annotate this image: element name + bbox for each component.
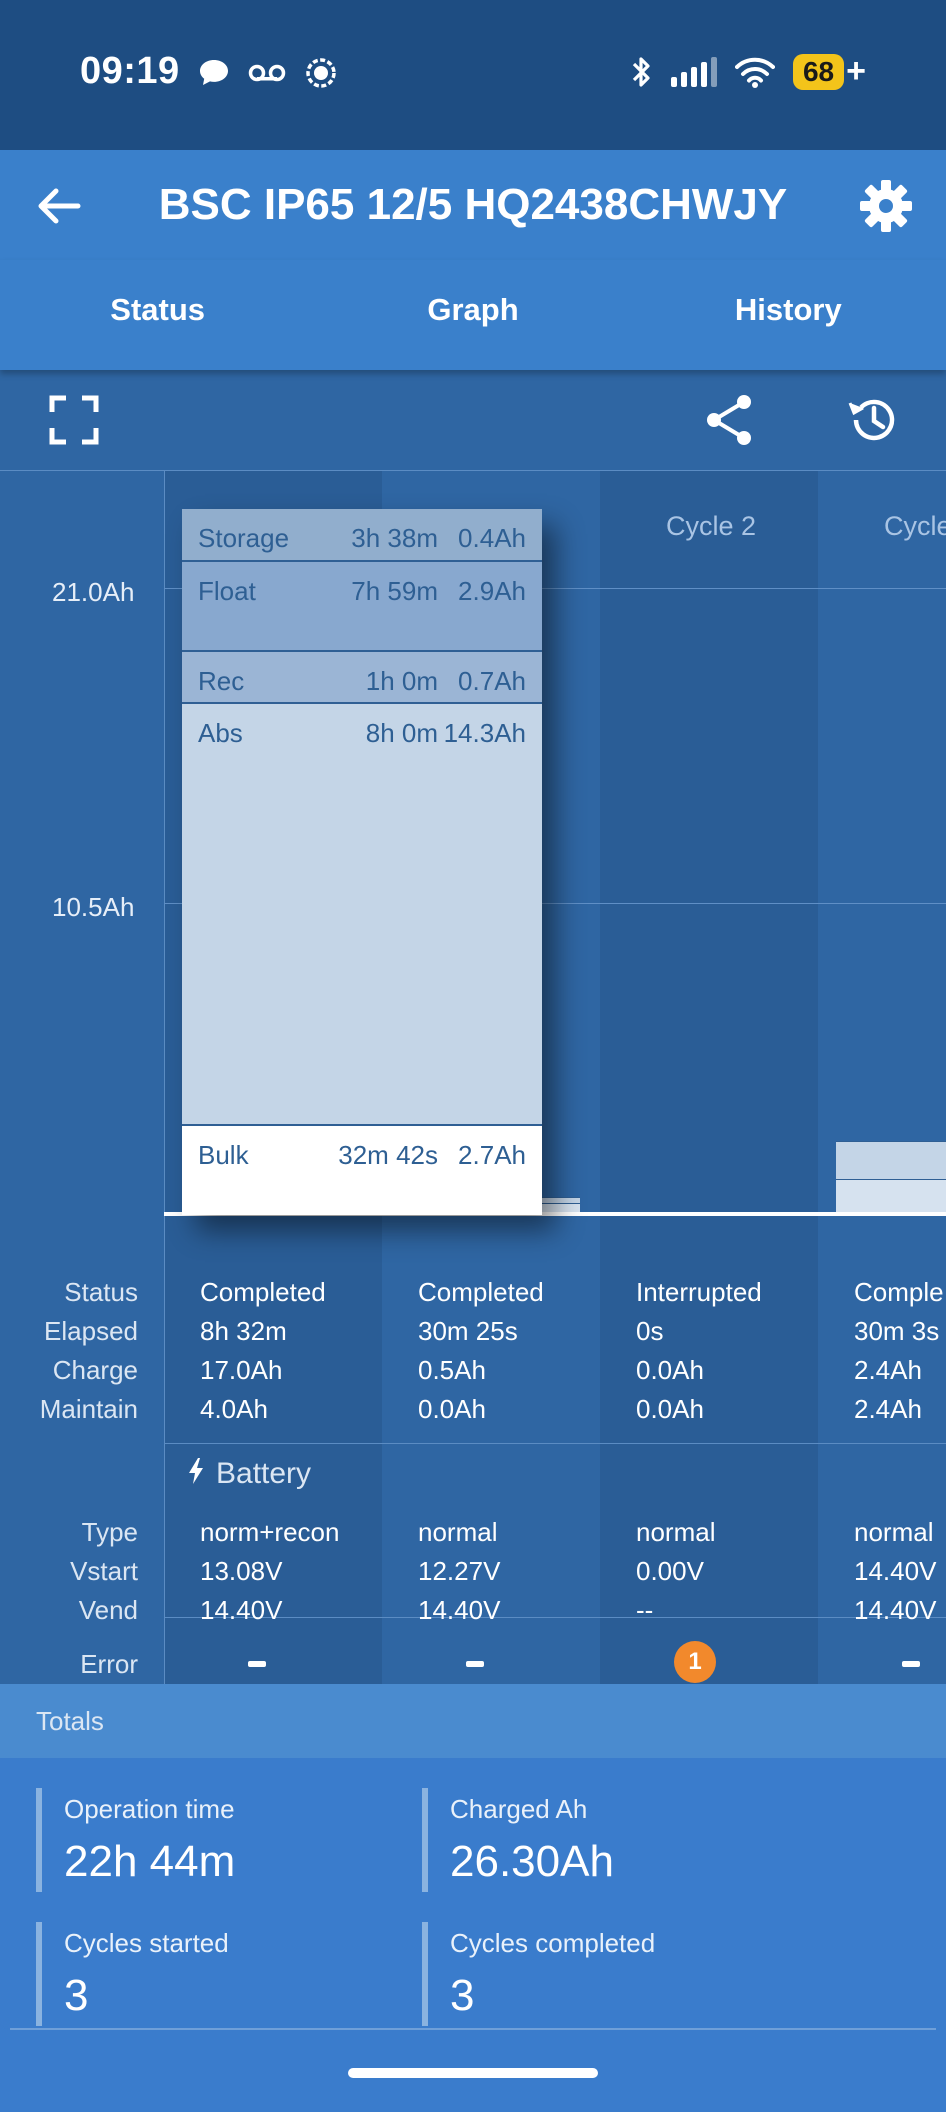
signal-messenger-icon (306, 58, 336, 88)
row-label-charge: Charge (52, 1355, 138, 1385)
table-divider (164, 471, 165, 1684)
fullscreen-icon[interactable] (44, 390, 104, 450)
segment-bulk: Bulk 32m 42s 2.7Ah (182, 1126, 542, 1215)
error-none-dash (466, 1661, 484, 1667)
cycle-label: Cycle 2 (666, 511, 757, 541)
bluetooth-icon (632, 56, 650, 87)
total-cycles-completed: Cycles completed 3 (422, 1922, 655, 2026)
page-title: BSC IP65 12/5 HQ2438CHWJY (158, 180, 788, 229)
cell-maintain: 4.0Ah (200, 1394, 268, 1424)
home-indicator[interactable] (348, 2068, 598, 2078)
error-none-dash (902, 1661, 920, 1667)
total-operation-time: Operation time 22h 44m (36, 1788, 235, 1892)
history-icon[interactable] (842, 390, 902, 450)
cell-charge: 17.0Ah (200, 1355, 283, 1385)
clock: 09:19 (80, 50, 180, 92)
system-status-bar: 09:19 68 + (0, 0, 946, 150)
cell-type: norm+recon (200, 1517, 340, 1547)
cycle-label: Cycle (884, 511, 946, 541)
cell-vend: -- (636, 1595, 654, 1625)
cell-elapsed: 30m 3s (854, 1316, 940, 1346)
cell-charge: 0.5Ah (418, 1355, 486, 1385)
cycle-column-bg (600, 471, 818, 1684)
tab-status[interactable]: Status (110, 292, 206, 327)
cell-elapsed: 30m 25s (418, 1316, 518, 1346)
gridline (164, 588, 946, 589)
share-icon[interactable] (700, 390, 760, 450)
cell-charge: 2.4Ah (854, 1355, 922, 1385)
cell-type: normal (636, 1517, 716, 1547)
tab-graph[interactable]: Graph (427, 292, 519, 327)
cell-type: normal (418, 1517, 498, 1547)
y-tick-label: 10.5Ah (52, 892, 135, 922)
totals-panel: Operation time 22h 44m Charged Ah 26.30A… (0, 1758, 946, 2112)
cell-elapsed: 0s (636, 1316, 664, 1346)
totals-title: Totals (36, 1706, 104, 1736)
segment-abs: Abs 8h 0m 14.3Ah (182, 704, 542, 1124)
cell-elapsed: 8h 32m (200, 1316, 287, 1346)
cell-status: Comple (854, 1277, 944, 1307)
cellular-signal-icon (670, 56, 717, 87)
charging-icon: + (846, 52, 866, 90)
error-badge[interactable]: 1 (674, 1641, 716, 1683)
battery-indicator: 68 + (792, 52, 866, 91)
bar-segment-bulk (836, 1179, 946, 1212)
cell-vend: 14.40V (418, 1595, 501, 1625)
total-charged-ah: Charged Ah 26.30Ah (422, 1788, 614, 1892)
battery-section-heading: Battery (216, 1457, 312, 1490)
cell-maintain: 2.4Ah (854, 1394, 922, 1424)
app-bar: BSC IP65 12/5 HQ2438CHWJY (0, 150, 946, 260)
voicemail-icon (248, 64, 286, 82)
battery-level: 68 (792, 53, 845, 90)
cell-maintain: 0.0Ah (418, 1394, 486, 1424)
cell-charge: 0.0Ah (636, 1355, 704, 1385)
totals-header: Totals (0, 1684, 946, 1758)
cycle-detail-popup[interactable]: Storage 3h 38m 0.4Ah Float 7h 59m 2.9Ah … (182, 509, 542, 1215)
segment-rec: Rec 1h 0m 0.7Ah (182, 652, 542, 702)
row-label-maintain: Maintain (39, 1394, 138, 1424)
row-label-type: Type (81, 1517, 138, 1547)
lightning-icon (189, 1458, 203, 1484)
cell-status: Completed (200, 1277, 326, 1307)
cycle-history-graph[interactable]: 21.0Ah 10.5Ah Cycle 2 Cycle Storage 3h 3… (0, 470, 946, 1684)
cell-vstart: 14.40V (854, 1556, 937, 1586)
error-none-dash (248, 1661, 266, 1667)
y-tick-label: 21.0Ah (52, 577, 135, 607)
cell-vstart: 12.27V (418, 1556, 501, 1586)
cell-type: normal (854, 1517, 934, 1547)
cell-maintain: 0.0Ah (636, 1394, 704, 1424)
row-label-error: Error (80, 1649, 138, 1679)
cell-vend: 14.40V (200, 1595, 283, 1625)
tab-history[interactable]: History (734, 292, 842, 327)
segment-float: Float 7h 59m 2.9Ah (182, 562, 542, 650)
x-axis-baseline (164, 1212, 946, 1216)
cycle-column-bg (818, 471, 946, 1684)
segment-storage: Storage 3h 38m 0.4Ah (182, 509, 542, 561)
row-label-elapsed: Elapsed (44, 1316, 138, 1346)
back-arrow-icon[interactable] (30, 178, 86, 234)
graph-toolbar (0, 370, 946, 470)
tab-bar: Status Graph History (0, 260, 946, 370)
cell-vstart: 0.00V (636, 1556, 704, 1586)
cell-status: Completed (418, 1277, 544, 1307)
cell-vend: 14.40V (854, 1595, 937, 1625)
settings-gear-icon[interactable] (856, 176, 916, 236)
row-label-vstart: Vstart (70, 1556, 138, 1586)
row-label-vend: Vend (78, 1595, 138, 1625)
row-label-status: Status (64, 1277, 138, 1307)
chat-bubble-icon (200, 60, 228, 85)
total-cycles-started: Cycles started 3 (36, 1922, 229, 2026)
cell-vstart: 13.08V (200, 1556, 283, 1586)
bar-segment-abs (836, 1140, 946, 1180)
gridline (164, 903, 946, 904)
cell-status: Interrupted (636, 1277, 762, 1307)
wifi-icon (734, 57, 775, 88)
